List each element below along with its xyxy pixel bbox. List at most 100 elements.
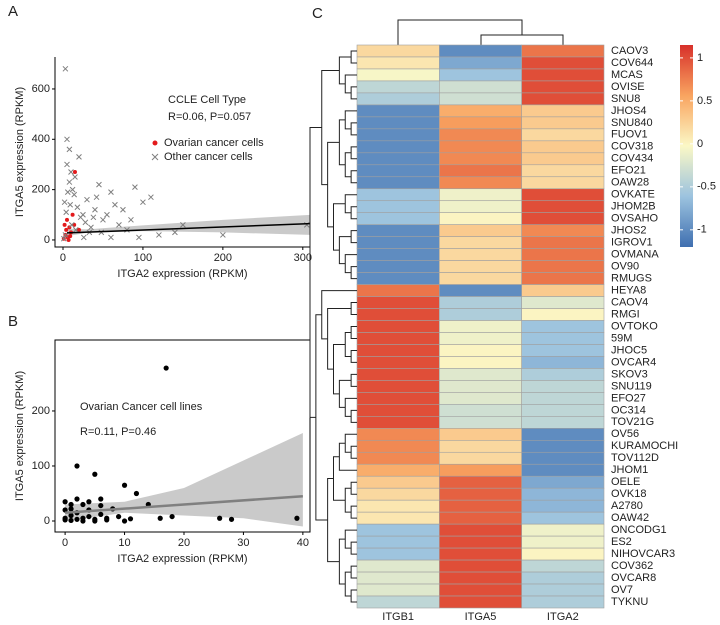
heatmap-cell [439, 451, 522, 465]
fit-line [65, 494, 303, 514]
heatmap-cell [521, 344, 605, 357]
heatmap-cell [356, 200, 440, 214]
heatmap-cell [521, 272, 605, 285]
heatmap-cell [356, 595, 440, 609]
heatmap-cell [356, 308, 440, 321]
heatmap-cell [356, 404, 440, 417]
row-label: OV7 [611, 584, 633, 596]
panel-label: B [8, 313, 18, 330]
point [68, 234, 73, 239]
heatmap-cell [439, 140, 522, 154]
point [80, 501, 86, 508]
heatmap-cell [439, 212, 522, 225]
row-label: OVCAR4 [611, 356, 656, 368]
row-label: SNU8 [611, 93, 640, 105]
heatmap-cell [356, 451, 440, 465]
point [148, 194, 154, 201]
heatmap-cell [439, 260, 522, 273]
row-label: OC314 [611, 404, 646, 416]
heatmap-cell [521, 116, 605, 130]
heatmap-cell [356, 368, 440, 381]
point [98, 502, 104, 509]
heatmap-cell [356, 176, 440, 190]
point [180, 222, 186, 228]
row-label: RMUGS [611, 272, 652, 284]
heatmap-cell [439, 428, 522, 441]
row-label: HEYA8 [611, 284, 646, 296]
annotation-title: Ovarian Cancer cell lines [80, 401, 203, 413]
heatmap-cell [439, 248, 522, 261]
heatmap-cell [439, 44, 522, 58]
heatmap-cell [521, 68, 605, 82]
row-label: JHOC5 [611, 344, 647, 356]
heatmap-cell [439, 559, 522, 573]
row-label: NIHOVCAR3 [611, 548, 675, 560]
point [61, 199, 68, 206]
row-label: KURAMOCHI [611, 440, 678, 452]
point [60, 235, 67, 242]
heatmap-cell [439, 200, 522, 214]
row-label: ONCODG1 [611, 524, 667, 536]
colorbar-tick-label: 1 [697, 52, 703, 64]
point [88, 224, 94, 231]
heatmap-cell [521, 499, 605, 513]
y-tick-label: 600 [32, 83, 50, 95]
point [228, 516, 235, 522]
point [63, 209, 70, 216]
heatmap-cell [356, 487, 440, 501]
point [108, 189, 114, 195]
heatmap-cell [439, 104, 522, 118]
heatmap-cell [521, 212, 605, 225]
x-axis-label: ITGA2 expression (RPKM) [117, 553, 247, 565]
column-label: ITGB1 [382, 611, 414, 623]
row-label: OVCAR8 [611, 572, 656, 584]
point [163, 365, 169, 371]
heatmap-cell [439, 284, 522, 297]
axis-line [54, 57, 310, 248]
y-tick-label: 100 [32, 460, 50, 472]
point [82, 219, 89, 226]
heatmap-cell [356, 260, 440, 273]
point [116, 513, 122, 520]
row-label: COV362 [611, 560, 653, 572]
point [104, 517, 110, 523]
row-label: CAOV3 [611, 45, 648, 57]
legend-marker [151, 153, 159, 161]
point [116, 222, 122, 228]
point [127, 516, 134, 522]
heatmap-cell [521, 511, 605, 525]
point [62, 507, 68, 513]
heatmap-cell [439, 296, 522, 309]
point [80, 234, 87, 241]
heatmap-cell [521, 547, 605, 561]
heatmap-cell [521, 380, 605, 393]
point [92, 206, 98, 213]
heatmap-cell [521, 188, 605, 202]
row-label: EFO27 [611, 392, 646, 404]
panel-label: C [312, 5, 323, 22]
point [100, 216, 106, 223]
heatmap-cell [439, 320, 522, 333]
heatmap-cell [356, 428, 440, 441]
heatmap-cell [521, 392, 605, 405]
heatmap-cell [439, 56, 522, 70]
heatmap-cell [439, 356, 522, 369]
point [98, 229, 105, 236]
heatmap-cell [439, 380, 522, 393]
point [68, 506, 74, 512]
heatmap-cell [356, 475, 440, 489]
row-label: OVMANA [611, 249, 659, 261]
heatmap-cell [521, 559, 605, 573]
heatmap-cell [356, 320, 440, 333]
point [69, 186, 76, 193]
heatmap-cell [356, 547, 440, 561]
heatmap-cell [439, 463, 522, 477]
x-axis-label: ITGA2 expression (RPKM) [117, 268, 247, 280]
row-label: OVISE [611, 81, 645, 93]
heatmap-cell [521, 487, 605, 501]
point [68, 517, 74, 524]
heatmap-cell [521, 164, 605, 178]
annotation: R=0.06, P=0.057 [168, 111, 251, 123]
y-tick-label: 200 [32, 405, 50, 417]
point [62, 65, 69, 72]
